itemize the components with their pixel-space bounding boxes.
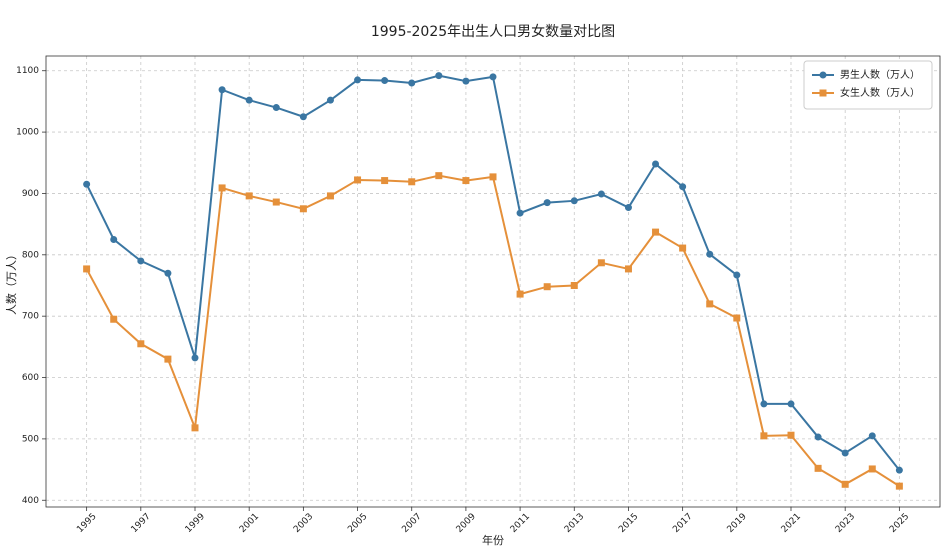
x-tick-label: 1995 (75, 512, 98, 535)
point (354, 76, 362, 84)
point (164, 355, 172, 363)
point (597, 190, 605, 198)
x-tick-label: 2025 (888, 512, 911, 535)
chart-title: 1995-2025年出生人口男女数量对比图 (371, 23, 615, 40)
point (570, 281, 578, 289)
x-axis-label: 年份 (482, 533, 504, 547)
point (624, 265, 632, 273)
y-tick-label: 600 (22, 373, 39, 383)
point (516, 290, 524, 298)
y-tick-label: 800 (22, 250, 39, 260)
point (326, 96, 334, 104)
point (706, 300, 714, 308)
point (814, 464, 822, 472)
x-tick-label: 2019 (726, 512, 749, 535)
point (679, 244, 687, 252)
x-tick-label: 2011 (509, 512, 532, 535)
x-tick-label: 2021 (780, 512, 803, 535)
point (299, 113, 307, 121)
y-tick-label: 400 (22, 496, 39, 506)
point (218, 86, 226, 94)
point (841, 480, 849, 488)
point (137, 257, 145, 265)
point (543, 283, 551, 291)
point (299, 205, 307, 213)
point (652, 160, 660, 168)
y-tick-label: 700 (22, 312, 39, 322)
y-tick-label: 900 (22, 189, 39, 199)
point (895, 482, 903, 490)
point (83, 180, 91, 188)
legend-label: 女生人数（万人） (840, 86, 920, 99)
point (597, 259, 605, 267)
point (868, 465, 876, 473)
y-tick-label: 1100 (16, 66, 39, 76)
y-tick-label: 500 (22, 434, 39, 444)
y-tick-label: 1000 (16, 128, 39, 138)
point (245, 96, 253, 104)
point (787, 431, 795, 439)
x-tick-label: 2023 (834, 512, 857, 535)
point (570, 197, 578, 205)
point (462, 77, 470, 85)
x-tick-label: 2003 (292, 512, 315, 535)
point (110, 235, 118, 243)
point (435, 172, 443, 180)
point (652, 228, 660, 236)
series-line (85, 74, 901, 471)
point (381, 77, 389, 85)
point (354, 176, 362, 184)
x-tick-label: 2009 (455, 512, 478, 535)
legend-marker (819, 89, 827, 97)
x-tick-label: 2005 (346, 512, 369, 535)
point (381, 177, 389, 185)
point (841, 449, 849, 457)
x-tick-label: 2007 (400, 512, 423, 535)
legend-marker (819, 71, 827, 79)
point (272, 104, 280, 112)
point (895, 466, 903, 474)
y-axis-label: 人数（万人） (5, 249, 18, 315)
point (760, 400, 768, 408)
point (110, 315, 118, 323)
point (83, 265, 91, 273)
x-tick-label: 1999 (184, 512, 207, 535)
legend-label: 男生人数（万人） (840, 68, 920, 81)
point (191, 354, 199, 362)
x-tick-label: 2017 (671, 512, 694, 535)
plot-frame (45, 55, 941, 508)
point (814, 433, 822, 441)
x-tick-label: 2013 (563, 512, 586, 535)
point (760, 432, 768, 440)
point (624, 204, 632, 212)
point (733, 271, 741, 279)
point (787, 400, 795, 408)
point (679, 183, 687, 191)
point (218, 184, 226, 192)
legend-box (803, 60, 933, 110)
point (435, 72, 443, 80)
x-tick-label: 2001 (238, 512, 261, 535)
point (489, 73, 497, 81)
x-tick-label: 2015 (617, 512, 640, 535)
point (868, 432, 876, 440)
point (706, 250, 714, 258)
point (516, 209, 524, 217)
point (326, 192, 334, 200)
point (137, 340, 145, 348)
x-tick-label: 1997 (130, 512, 153, 535)
point (543, 199, 551, 207)
point (408, 178, 416, 186)
point (245, 192, 253, 200)
point (733, 314, 741, 322)
point (164, 269, 172, 277)
point (489, 173, 497, 181)
point (408, 79, 416, 87)
point (191, 424, 199, 432)
point (462, 177, 470, 185)
point (272, 198, 280, 206)
